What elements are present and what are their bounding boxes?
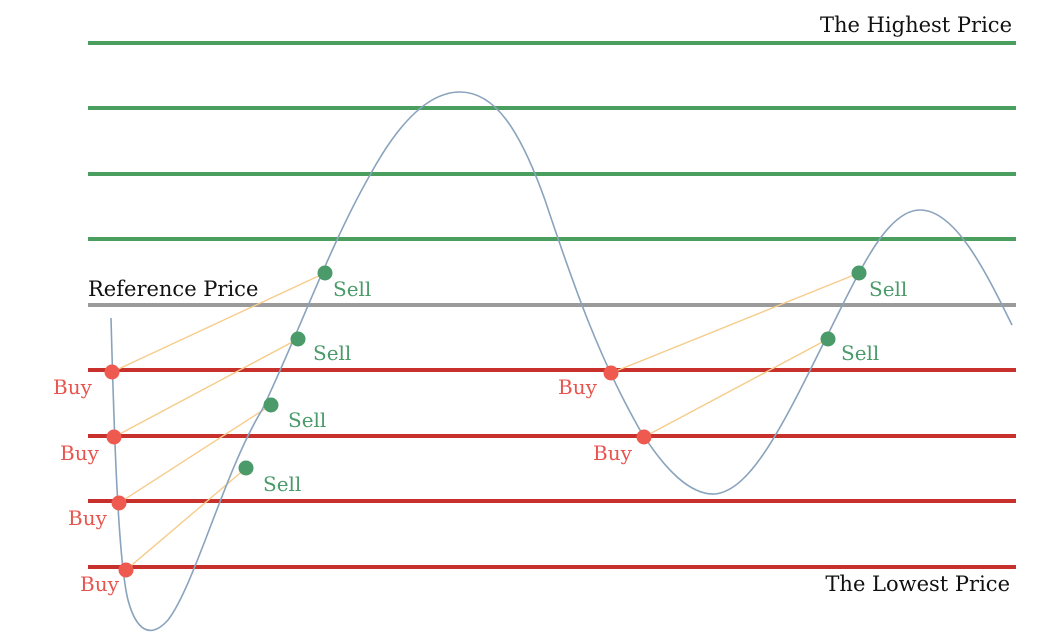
- sell-label: Sell: [313, 341, 351, 365]
- link-line: [111, 272, 326, 373]
- sell-label: Sell: [333, 277, 371, 301]
- highest-price-label: The Highest Price: [820, 13, 1012, 37]
- buy-label: Buy: [68, 506, 108, 530]
- price-curve: [110, 91, 1013, 632]
- sell-label: Sell: [263, 472, 301, 496]
- sell-point: [238, 460, 254, 476]
- link-line: [118, 404, 272, 504]
- sell-label: Sell: [869, 277, 907, 301]
- buy-point: [106, 429, 122, 445]
- buy-points: [104, 364, 652, 578]
- sell-point: [851, 265, 867, 281]
- buy-point: [603, 365, 619, 381]
- link-line: [643, 338, 829, 438]
- buy-label: Buy: [60, 441, 100, 465]
- buy-point: [636, 429, 652, 445]
- sell-label: Sell: [288, 408, 326, 432]
- sell-point: [290, 331, 306, 347]
- buy-point: [104, 364, 120, 380]
- buy-label: Buy: [593, 441, 633, 465]
- link-line: [610, 272, 860, 374]
- sell-points: [238, 265, 867, 476]
- sell-point: [820, 331, 836, 347]
- sell-point: [263, 397, 279, 413]
- buy-sell-links: [111, 272, 860, 571]
- reference-price-label: Reference Price: [88, 277, 258, 301]
- buy-label: Buy: [558, 375, 598, 399]
- lower-grid-lines: [88, 368, 1016, 569]
- buy-label: Buy: [80, 572, 120, 596]
- buy-point: [118, 562, 134, 578]
- buy-point: [111, 495, 127, 511]
- sell-point: [317, 265, 333, 281]
- lowest-price-label: The Lowest Price: [825, 572, 1010, 596]
- buy-label: Buy: [53, 375, 93, 399]
- link-line: [113, 338, 299, 438]
- sell-label: Sell: [841, 341, 879, 365]
- upper-grid-lines: [88, 41, 1016, 241]
